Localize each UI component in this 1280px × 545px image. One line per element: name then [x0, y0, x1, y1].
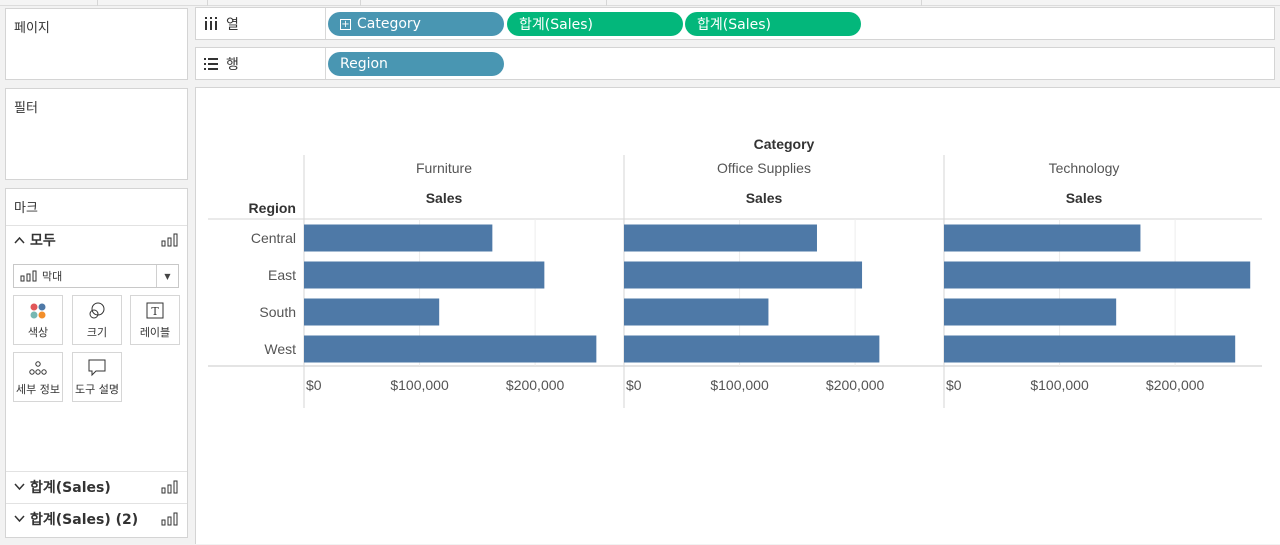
tooltip-button[interactable]: 도구 설명: [72, 352, 122, 402]
viz-canvas[interactable]: Category Furniture Sales Office Supplies Sal…: [195, 87, 1280, 544]
expand-plus-icon[interactable]: +: [340, 18, 351, 30]
toolbar-divider: [207, 0, 208, 6]
rows-icon: [204, 57, 218, 70]
axis-tick-label: $200,000: [506, 377, 565, 393]
pill-sum-sales-2-label: 합계(Sales): [697, 17, 771, 33]
pill-sum-sales[interactable]: 합계(Sales): [507, 12, 683, 36]
bar-furniture-east[interactable]: [304, 261, 545, 289]
bar-furniture-south[interactable]: [304, 298, 440, 326]
divider: [6, 503, 187, 504]
chevron-down-icon[interactable]: [14, 481, 30, 494]
pill-region[interactable]: Region: [328, 52, 504, 76]
svg-text:T: T: [151, 305, 159, 318]
bar-technology-south[interactable]: [944, 298, 1117, 326]
color-dots-icon: [30, 303, 46, 318]
mark-type-dropdown[interactable]: 막대 ▼: [13, 264, 179, 288]
bar-office-supplies-east[interactable]: [624, 261, 863, 289]
pane-header-0: Furniture: [416, 160, 472, 176]
bar-office-supplies-south[interactable]: [624, 298, 769, 326]
axis-tick-label: $200,000: [1146, 377, 1205, 393]
filters-title: 필터: [14, 101, 38, 116]
speech-bubble-icon: [88, 359, 106, 376]
pill-category[interactable]: + Category: [328, 12, 504, 36]
rows-label: 행: [226, 56, 239, 73]
pages-title: 페이지: [14, 21, 50, 36]
bar-office-supplies-west[interactable]: [624, 335, 880, 363]
measure-header-2: Sales: [1066, 190, 1103, 206]
row-label-west: West: [264, 341, 296, 357]
bar-chart[interactable]: Category Furniture Sales Office Supplies Sal…: [196, 88, 1280, 545]
color-label: 색상: [27, 325, 49, 339]
filters-card[interactable]: 필터: [5, 88, 188, 180]
columns-shelf[interactable]: 열 + Category 합계(Sales) 합계(Sales): [195, 7, 1275, 40]
measure-header-1: Sales: [746, 190, 783, 206]
row-header-title: Region: [249, 200, 296, 216]
marks-all-section[interactable]: 모두: [6, 225, 187, 255]
top-toolbar-strip: [0, 0, 1280, 6]
size-button[interactable]: 크기: [72, 295, 122, 345]
tooltip-label: 도구 설명: [75, 382, 119, 396]
pill-sum-sales-label: 합계(Sales): [519, 17, 593, 33]
axis-tick-label: $0: [626, 377, 642, 393]
toolbar-divider: [921, 0, 922, 6]
bar-technology-west[interactable]: [944, 335, 1236, 363]
bar-office-supplies-central[interactable]: [624, 224, 817, 252]
bar-furniture-central[interactable]: [304, 224, 493, 252]
chevron-down-icon[interactable]: [14, 513, 30, 526]
bar-technology-east[interactable]: [944, 261, 1251, 289]
chevron-down-icon[interactable]: ▼: [156, 265, 178, 287]
text-label-icon: T: [146, 302, 164, 318]
pill-region-label: Region: [340, 56, 388, 72]
marks-measure-section-2[interactable]: 합계(Sales) (2): [6, 504, 187, 534]
axis-tick-label: $0: [306, 377, 322, 393]
axis-tick-label: $100,000: [710, 377, 769, 393]
detail-label: 세부 정보: [16, 382, 60, 396]
divider: [6, 471, 187, 472]
bar-chart-icon: [20, 270, 37, 282]
marks-all-label: 모두: [30, 233, 56, 249]
marks-measure-section[interactable]: 합계(Sales): [6, 472, 187, 502]
measure-header-0: Sales: [426, 190, 463, 206]
rows-shelf[interactable]: 행 Region: [195, 47, 1275, 80]
chevron-up-icon[interactable]: [14, 234, 30, 247]
pane-header-1: Office Supplies: [717, 160, 811, 176]
columns-icon: [205, 16, 217, 30]
mark-type-value: 막대: [42, 270, 63, 283]
color-button[interactable]: 색상: [13, 295, 63, 345]
toolbar-divider: [97, 0, 98, 6]
pages-card[interactable]: 페이지: [5, 8, 188, 80]
bar-chart-icon: [161, 233, 178, 247]
rows-shelf-label: 행: [196, 48, 326, 79]
pill-sum-sales-2[interactable]: 합계(Sales): [685, 12, 861, 36]
divider: [6, 225, 187, 226]
size-circles-icon: [89, 302, 105, 318]
bar-furniture-west[interactable]: [304, 335, 597, 363]
bar-chart-icon: [161, 480, 178, 494]
pill-category-label: Category: [357, 16, 421, 32]
axis-tick-label: $100,000: [390, 377, 449, 393]
row-label-south: South: [259, 304, 296, 320]
marks-card: 마크 모두 막대 ▼ 색상 크기 T 레이블 세부 정보 도구 설명 합계(Sa…: [5, 188, 188, 538]
row-label-central: Central: [251, 230, 296, 246]
marks-section-label: 합계(Sales): [30, 480, 111, 496]
detail-dots-icon: [29, 360, 47, 375]
label-label: 레이블: [139, 325, 171, 339]
toolbar-divider: [606, 0, 607, 6]
axis-tick-label: $200,000: [826, 377, 885, 393]
axis-tick-label: $100,000: [1030, 377, 1089, 393]
pane-header-2: Technology: [1049, 160, 1120, 176]
columns-shelf-label: 열: [196, 8, 326, 39]
column-header-title: Category: [754, 136, 815, 152]
size-label: 크기: [86, 325, 108, 339]
marks-title: 마크: [14, 201, 38, 216]
toolbar-divider: [360, 0, 361, 6]
columns-label: 열: [226, 16, 239, 33]
bar-chart-icon: [161, 512, 178, 526]
axis-tick-label: $0: [946, 377, 962, 393]
bar-technology-central[interactable]: [944, 224, 1141, 252]
marks-section-label: 합계(Sales) (2): [30, 512, 139, 528]
row-label-east: East: [268, 267, 296, 283]
detail-button[interactable]: 세부 정보: [13, 352, 63, 402]
label-button[interactable]: T 레이블: [130, 295, 180, 345]
